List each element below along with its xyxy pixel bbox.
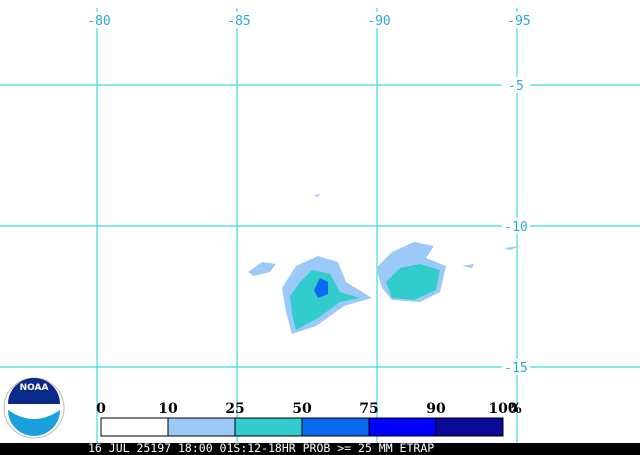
area-light [462, 264, 474, 268]
label-bg [502, 77, 530, 93]
legend-label: 50 [292, 401, 312, 417]
legend-label: 10 [158, 401, 178, 417]
area-high [314, 278, 328, 298]
noaa-logo: NOAA [3, 377, 65, 439]
label-bg [502, 359, 530, 375]
legend-label: 25 [225, 401, 244, 417]
longitude-label: -90 [367, 14, 390, 29]
logo-bottom [8, 410, 60, 436]
footer-text: 16 JUL 25197 18:00 01S:12-18HR PROB >= 2… [88, 441, 434, 455]
logo-top [8, 378, 60, 404]
legend-label: 75 [359, 401, 378, 417]
latitude-label: -5 [508, 79, 524, 94]
longitude-label: -95 [507, 14, 530, 29]
area-light [248, 262, 276, 276]
footer-bar [0, 443, 640, 455]
latitude-label: -15 [504, 361, 527, 376]
logo-text: NOAA [20, 383, 49, 393]
legend: 0 10 25 50 75 90 100% [96, 401, 522, 437]
label-bg [363, 12, 393, 28]
graticule: -80 -85 -90 -95 -5 -10 -15 [0, 8, 640, 443]
legend-label: 90 [426, 401, 446, 417]
latitude-label: -10 [504, 220, 527, 235]
color-bin [234, 417, 303, 437]
label-bg [503, 12, 533, 28]
legend-label: 0 [96, 401, 106, 417]
legend-unit: % [508, 401, 521, 417]
color-bin [368, 417, 437, 437]
area-medium [386, 264, 440, 300]
longitude-label: -80 [87, 14, 110, 29]
color-bin [435, 417, 504, 437]
area-light [314, 194, 320, 197]
label-bg [83, 12, 113, 28]
color-bin [100, 417, 169, 437]
label-bg [223, 12, 253, 28]
area-medium [290, 270, 360, 330]
color-bin [167, 417, 236, 437]
label-bg [502, 218, 530, 234]
precip-areas [248, 194, 520, 334]
longitude-label: -85 [227, 14, 250, 29]
color-bin [301, 417, 370, 437]
area-light [504, 246, 520, 250]
legend-label: 100 [488, 401, 517, 417]
